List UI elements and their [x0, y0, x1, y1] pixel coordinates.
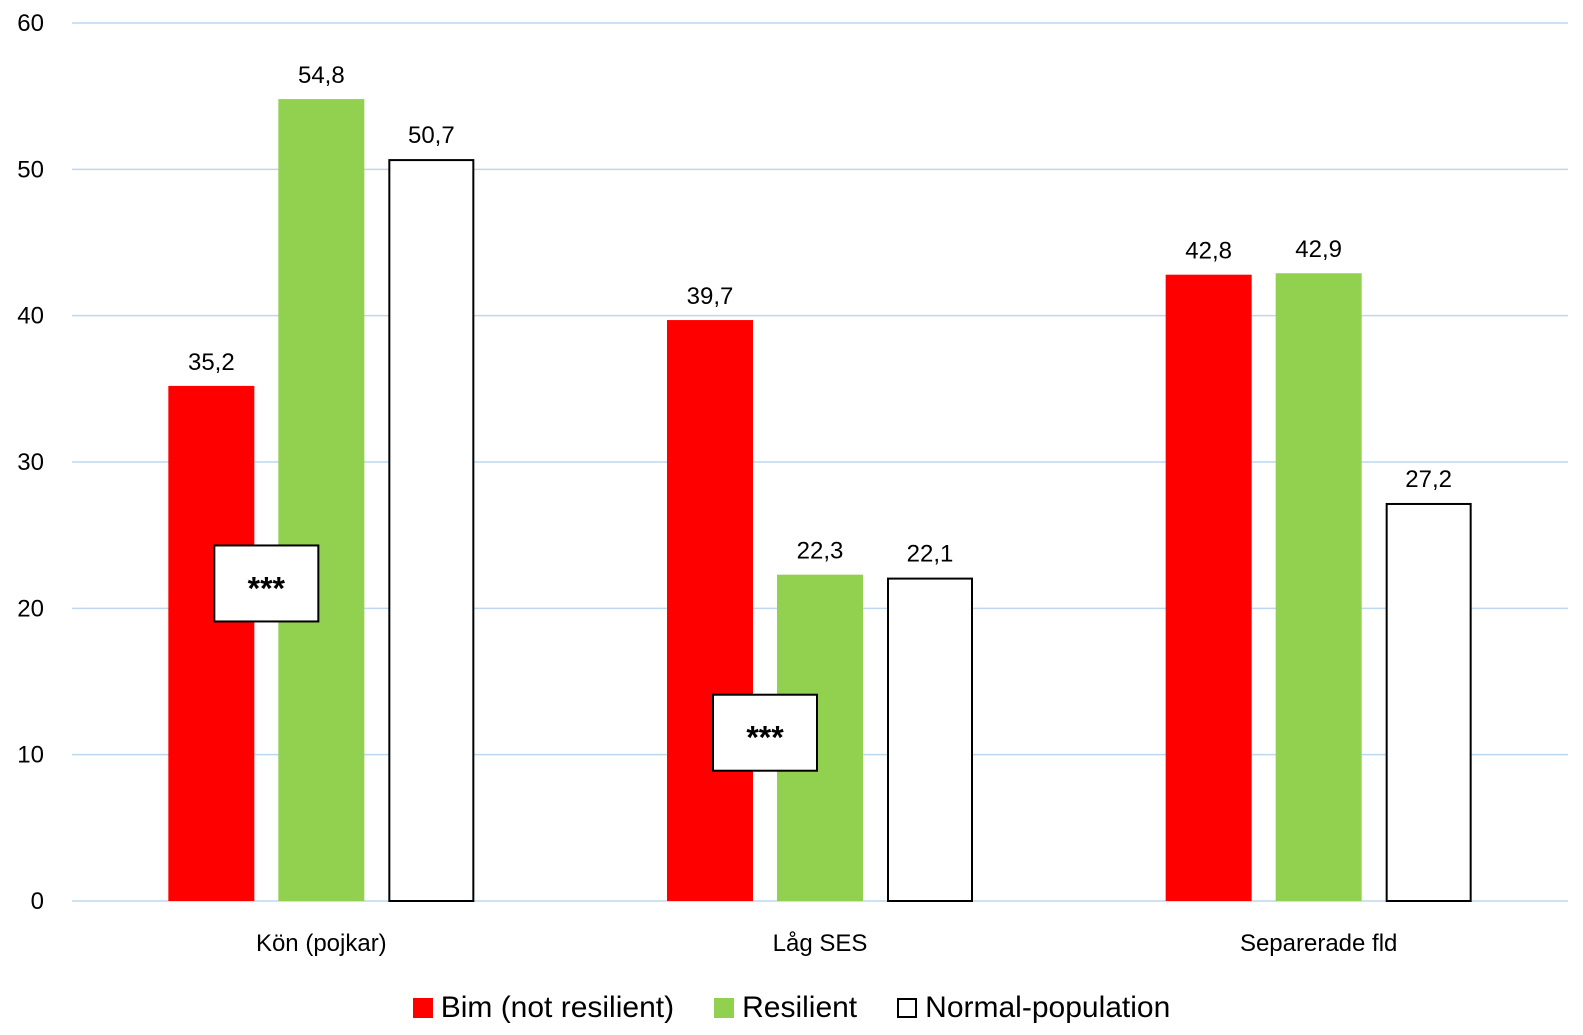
- data-label: 22,1: [907, 541, 954, 568]
- x-tick-label: Kön (pojkar): [256, 930, 387, 957]
- data-labels: 35,2 54,8 50,7 39,7 22,3 22,1 42,8 42,9 27,2: [188, 62, 1452, 568]
- data-label: 35,2: [188, 349, 235, 376]
- legend-swatch-resilient: [714, 998, 735, 1018]
- data-label: 27,2: [1405, 466, 1452, 493]
- data-label: 42,8: [1185, 238, 1232, 265]
- legend-item-resilient: Resilient: [714, 991, 857, 1025]
- data-label: 42,9: [1295, 236, 1342, 263]
- legend-label-normal-population: Normal-population: [925, 991, 1171, 1024]
- data-label: 50,7: [408, 122, 455, 149]
- x-tick-label: Låg SES: [773, 930, 868, 957]
- y-tick-label: 50: [17, 156, 44, 183]
- significance-label: ***: [746, 720, 784, 756]
- legend-swatch-normal-population: [897, 998, 918, 1018]
- significance-box: [213, 544, 320, 623]
- legend-item-normal-population: Normal-population: [897, 991, 1170, 1025]
- significance-box: [712, 693, 818, 772]
- bar: [168, 385, 255, 901]
- bar: [1275, 273, 1362, 902]
- legend-item-bim: Bim (not resilient): [412, 991, 675, 1025]
- x-axis: Kön (pojkar) Låg SES Separerade fld: [256, 930, 1397, 957]
- bar: [388, 159, 475, 902]
- y-tick-label: 10: [17, 742, 44, 769]
- y-tick-label: 40: [17, 303, 44, 330]
- bar: [1165, 274, 1252, 901]
- bar-chart: 0 10 20 30 40 50 60 35,2 54,8 50,7 39,7 22,3 22,1 42…: [17, 10, 1568, 957]
- bar: [887, 577, 973, 902]
- y-tick-label: 30: [17, 449, 44, 476]
- significance-label: ***: [248, 570, 286, 606]
- bars: [168, 99, 1472, 902]
- y-axis: 0 10 20 30 40 50 60: [17, 10, 44, 915]
- y-tick-label: 60: [17, 10, 44, 37]
- legend-swatch-bim: [412, 998, 433, 1018]
- bar: [1385, 502, 1472, 902]
- legend-label-bim: Bim (not resilient): [440, 991, 675, 1024]
- data-label: 54,8: [298, 62, 345, 89]
- y-tick-label: 20: [17, 595, 44, 622]
- legend: Bim (not resilient) Resilient Normal-pop…: [0, 985, 1583, 1031]
- x-tick-label: Separerade fld: [1240, 930, 1397, 957]
- data-label: 39,7: [687, 283, 734, 310]
- bar: [278, 99, 365, 902]
- annotations: *** ***: [213, 544, 818, 772]
- legend-label-resilient: Resilient: [742, 991, 858, 1024]
- y-tick-label: 0: [31, 888, 44, 915]
- bar: [667, 320, 753, 902]
- data-label: 22,3: [797, 538, 844, 565]
